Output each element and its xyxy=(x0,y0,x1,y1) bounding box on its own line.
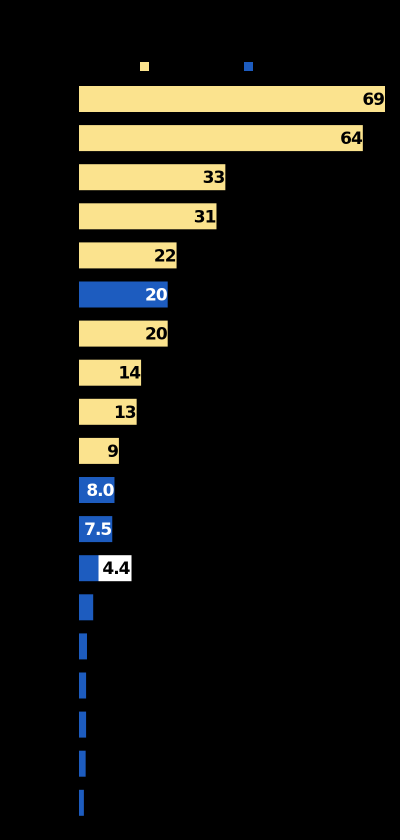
bars-group xyxy=(79,86,385,816)
bar-17 xyxy=(79,711,87,738)
bar-16 xyxy=(79,672,87,699)
bar-value-label-2: 64 xyxy=(340,129,363,149)
legend-swatch-2 xyxy=(244,62,253,71)
bar-2 xyxy=(79,125,363,152)
bar-1 xyxy=(79,86,385,112)
bar-value-label-3: 33 xyxy=(203,168,225,188)
bar-4 xyxy=(79,203,217,230)
bar-12 xyxy=(79,516,113,543)
chart-legend xyxy=(140,62,253,71)
bar-8 xyxy=(79,359,142,386)
bar-value-label-8: 14 xyxy=(118,364,141,384)
bar-19 xyxy=(79,789,84,816)
bar-value-label-bg-13 xyxy=(98,555,132,582)
bar-11 xyxy=(79,477,115,503)
bar-10 xyxy=(79,437,119,464)
bar-6 xyxy=(79,281,168,308)
bar-value-label-11: 8.0 xyxy=(86,481,114,501)
bar-7 xyxy=(79,320,168,347)
bar-18 xyxy=(79,750,86,777)
bar-value-label-7: 20 xyxy=(145,325,168,345)
bar-value-label-1: 69 xyxy=(362,90,384,110)
bar-value-label-9: 13 xyxy=(114,403,136,423)
legend-swatch-1 xyxy=(140,62,149,71)
bar-5 xyxy=(79,242,177,269)
bar-value-label-4: 31 xyxy=(194,207,216,227)
bar-13 xyxy=(79,555,99,582)
bar-14 xyxy=(79,594,94,621)
bar-value-label-12: 7.5 xyxy=(84,520,111,540)
bar-value-label-10: 9 xyxy=(107,442,118,462)
bar-3 xyxy=(79,164,226,191)
bar-15 xyxy=(79,633,87,660)
bar-value-label-13: 4.4 xyxy=(102,559,130,579)
bar-9 xyxy=(79,398,137,425)
bar-value-label-6: 20 xyxy=(145,286,168,306)
bar-value-label-5: 22 xyxy=(154,246,176,266)
